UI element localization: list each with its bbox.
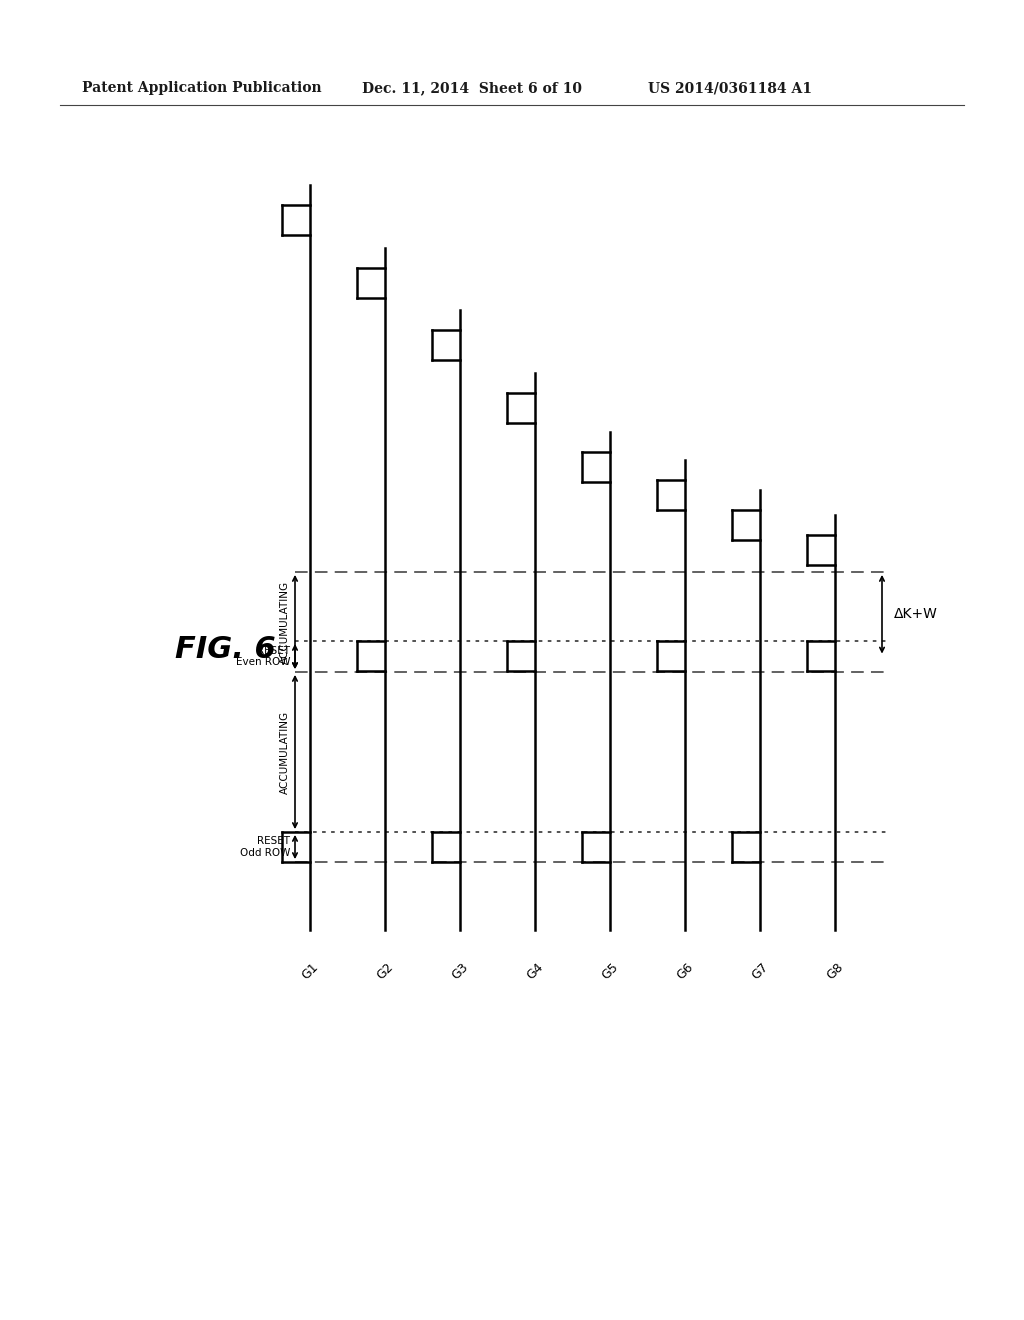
Text: G2: G2 (374, 960, 396, 982)
Text: ACCUMULATING: ACCUMULATING (280, 710, 290, 793)
Text: ΔK+W: ΔK+W (894, 607, 938, 622)
Text: G3: G3 (450, 960, 471, 982)
Text: ACCUMULATING: ACCUMULATING (280, 581, 290, 664)
Text: G4: G4 (524, 960, 546, 982)
Text: G7: G7 (750, 960, 771, 982)
Text: G6: G6 (674, 960, 696, 982)
Text: RESET
Even ROW: RESET Even ROW (236, 645, 290, 668)
Text: FIG. 6: FIG. 6 (175, 635, 275, 664)
Text: RESET
Odd ROW: RESET Odd ROW (240, 836, 290, 858)
Text: US 2014/0361184 A1: US 2014/0361184 A1 (648, 81, 812, 95)
Text: G8: G8 (824, 960, 846, 982)
Text: G1: G1 (299, 960, 321, 982)
Text: G5: G5 (599, 960, 621, 982)
Text: Dec. 11, 2014  Sheet 6 of 10: Dec. 11, 2014 Sheet 6 of 10 (362, 81, 582, 95)
Text: Patent Application Publication: Patent Application Publication (82, 81, 322, 95)
